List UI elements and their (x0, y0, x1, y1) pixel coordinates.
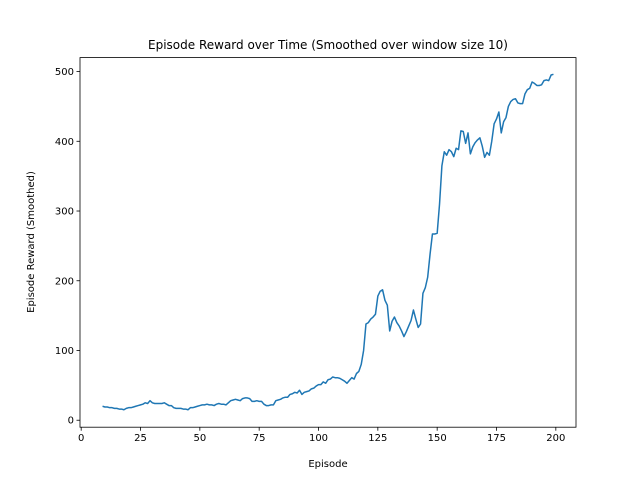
x-tick-label: 0 (78, 433, 84, 444)
plot-frame (79, 57, 577, 428)
y-tick-label: 0 (68, 416, 74, 427)
x-tick-label: 50 (193, 433, 206, 444)
chart-title: Episode Reward over Time (Smoothed over … (148, 38, 508, 52)
x-tick-label: 25 (134, 433, 147, 444)
y-axis-label: Episode Reward (Smoothed) (26, 171, 37, 313)
x-tick-label: 175 (487, 433, 506, 444)
series-line (102, 73, 554, 411)
y-tick-label: 200 (55, 276, 74, 287)
y-tick-label: 400 (55, 137, 74, 148)
x-tick-label: 125 (368, 433, 387, 444)
x-tick-label: 75 (253, 433, 266, 444)
x-axis-label: Episode (308, 459, 347, 470)
x-tick-label: 150 (428, 433, 447, 444)
x-tick-label: 200 (546, 433, 565, 444)
x-tick-label: 100 (309, 433, 328, 444)
y-tick-label: 500 (55, 67, 74, 78)
y-tick-label: 100 (55, 346, 74, 357)
y-tick-label: 300 (55, 207, 74, 218)
